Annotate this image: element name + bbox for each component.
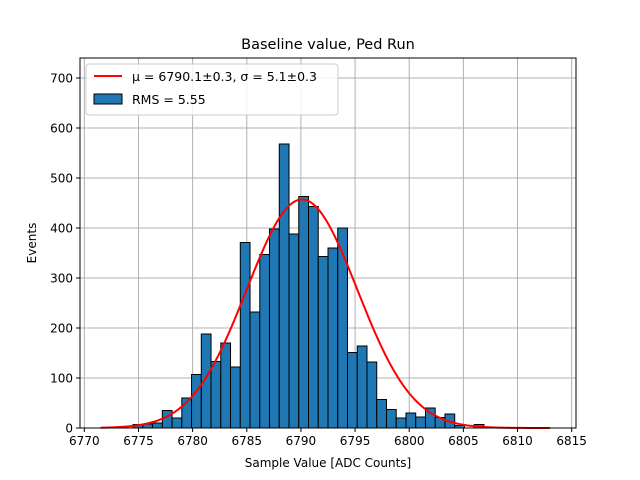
histogram-bar (239, 242, 251, 429)
histogram-bar (337, 227, 348, 429)
histogram-bar (152, 422, 163, 429)
histogram-bar (405, 412, 417, 429)
histogram-bar (385, 409, 397, 429)
histogram-bar (366, 361, 378, 429)
histogram-bar (278, 143, 290, 429)
histogram-bar (298, 196, 310, 429)
y-tick-label: 100 (50, 372, 73, 386)
y-tick-label: 300 (50, 272, 73, 286)
histogram-bar (395, 417, 407, 429)
histogram-bar (317, 256, 329, 429)
histogram-bars (103, 143, 514, 429)
x-tick-label: 6805 (448, 434, 479, 448)
x-tick-label: 6770 (69, 434, 100, 448)
y-tick-label: 500 (50, 172, 73, 186)
histogram-bar (376, 399, 387, 429)
histogram-bar (210, 361, 222, 429)
x-tick-label: 6785 (232, 434, 263, 448)
x-axis-label: Sample Value [ADC Counts] (245, 456, 411, 470)
legend-hist-label: RMS = 5.55 (132, 92, 206, 107)
histogram-bar (269, 228, 280, 429)
y-tick-label: 400 (50, 222, 73, 236)
x-tick-label: 6790 (286, 434, 317, 448)
legend-hist-swatch (93, 93, 123, 105)
x-tick-label: 6800 (394, 434, 425, 448)
x-tick-label: 6810 (502, 434, 533, 448)
histogram-bar (308, 206, 319, 429)
histogram-bar (259, 254, 271, 429)
histogram-bar (249, 311, 261, 429)
histogram-bar (415, 416, 426, 429)
histogram-bar (288, 233, 300, 429)
histogram-bar (356, 345, 368, 429)
histogram-bar (327, 247, 339, 429)
histogram-bar (230, 366, 241, 429)
chart-title: Baseline value, Ped Run (241, 37, 415, 53)
histogram-bar (191, 374, 202, 429)
x-tick-label: 6815 (556, 434, 587, 448)
y-axis-label: Events (25, 223, 39, 264)
histogram-bar (346, 352, 358, 429)
x-axis-ticks: 6770 6775 6780 6785 6790 6795 6800 6805 6810 6815 (69, 428, 587, 448)
legend-fit-label: μ = 6790.1±0.3, σ = 5.1±0.3 (132, 69, 317, 84)
x-tick-label: 6780 (177, 434, 208, 448)
y-tick-label: 200 (50, 322, 73, 336)
plot-frame (79, 57, 577, 429)
histogram-bar (220, 342, 232, 429)
x-tick-label: 6775 (123, 434, 154, 448)
histogram-bar (171, 417, 183, 429)
y-tick-label: 700 (50, 72, 73, 86)
legend-box (85, 63, 339, 116)
x-tick-label: 6795 (340, 434, 371, 448)
y-tick-label: 600 (50, 122, 73, 136)
histogram-bar (161, 410, 173, 429)
y-axis-ticks: 0 100 200 300 400 500 600 700 (50, 72, 80, 436)
legend: μ = 6790.1±0.3, σ = 5.1±0.3 RMS = 5.55 (85, 63, 339, 116)
y-tick-label: 0 (65, 422, 73, 436)
gaussian-fit-curve (100, 198, 551, 429)
